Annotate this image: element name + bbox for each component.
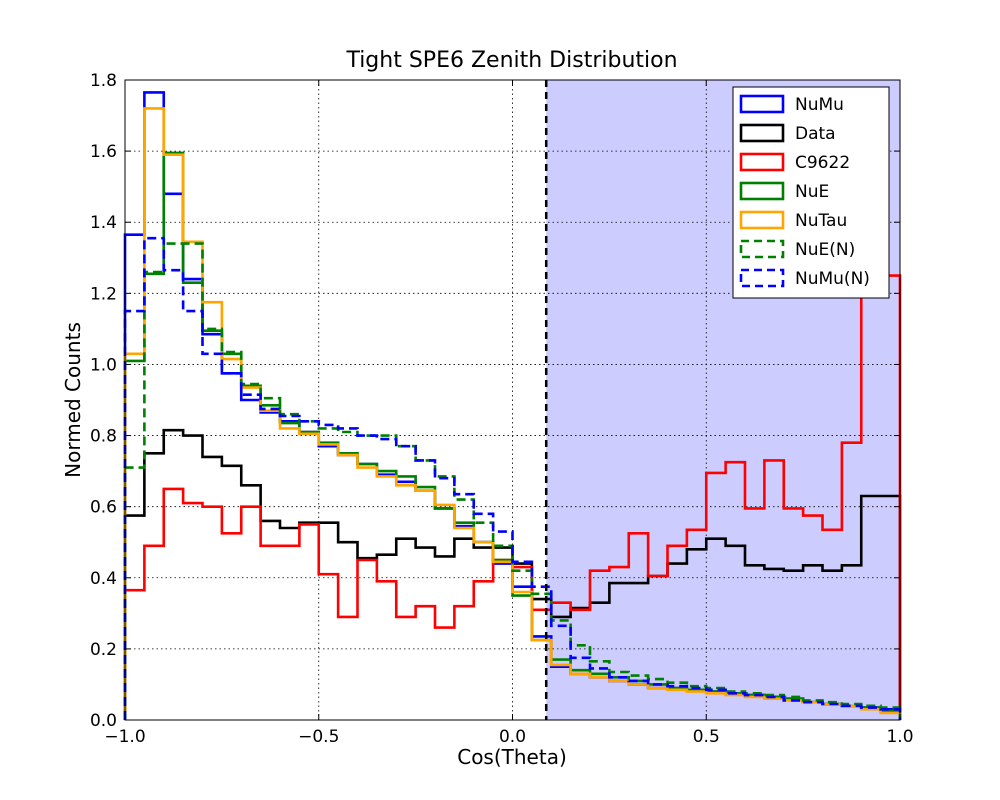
legend-swatch <box>739 94 785 114</box>
legend-swatch <box>739 268 785 288</box>
x-tick-label: 1.0 <box>886 727 913 747</box>
x-tick-label: 0.5 <box>693 727 720 747</box>
series-layer <box>123 91 902 720</box>
x-tick-label: −1.0 <box>104 727 145 747</box>
series-nue-n <box>123 242 902 720</box>
y-tick-label: 0.2 <box>90 640 117 660</box>
legend-label: Data <box>795 124 836 144</box>
legend-label: NuMu(N) <box>795 269 870 289</box>
y-tick-label: 1.2 <box>90 284 117 304</box>
y-tick-label: 1.4 <box>90 213 117 233</box>
y-tick-label: 1.8 <box>90 71 117 91</box>
legend-swatch <box>739 210 785 230</box>
legend-label: NuE(N) <box>795 240 855 260</box>
legend-label: NuE <box>795 182 829 202</box>
x-axis: −1.0 −0.5 0.0 0.5 1.0 <box>104 80 914 747</box>
y-tick-label: 1.0 <box>90 355 117 375</box>
chart-title: Tight SPE6 Zenith Distribution <box>345 48 677 73</box>
series-nutau <box>123 107 902 720</box>
y-tick-label: 0.8 <box>90 427 117 447</box>
legend-swatch <box>739 152 785 172</box>
legend: NuMu Data C9622 NuE NuTau NuE(N) NuMu(N) <box>732 86 890 299</box>
series-data <box>123 428 902 720</box>
legend-swatch <box>739 181 785 201</box>
x-tick-label: 0.0 <box>499 727 526 747</box>
y-axis: 0.0 0.2 0.4 0.6 0.8 1.0 1.2 1.4 1.6 1.8 <box>90 71 900 731</box>
legend-swatch <box>739 239 785 259</box>
legend-label: NuMu <box>795 95 844 115</box>
y-tick-label: 0.0 <box>90 711 117 731</box>
y-tick-label: 0.6 <box>90 498 117 518</box>
y-axis-label: Normed Counts <box>61 322 85 478</box>
series-numu-n <box>123 236 902 720</box>
legend-label: NuTau <box>795 211 847 231</box>
legend-swatch <box>739 123 785 143</box>
y-tick-label: 0.4 <box>90 569 117 589</box>
x-axis-label: Cos(Theta) <box>457 745 567 769</box>
y-tick-label: 1.6 <box>90 142 117 162</box>
legend-box <box>732 86 890 299</box>
legend-label: C9622 <box>795 153 850 173</box>
x-tick-label: −0.5 <box>298 727 339 747</box>
